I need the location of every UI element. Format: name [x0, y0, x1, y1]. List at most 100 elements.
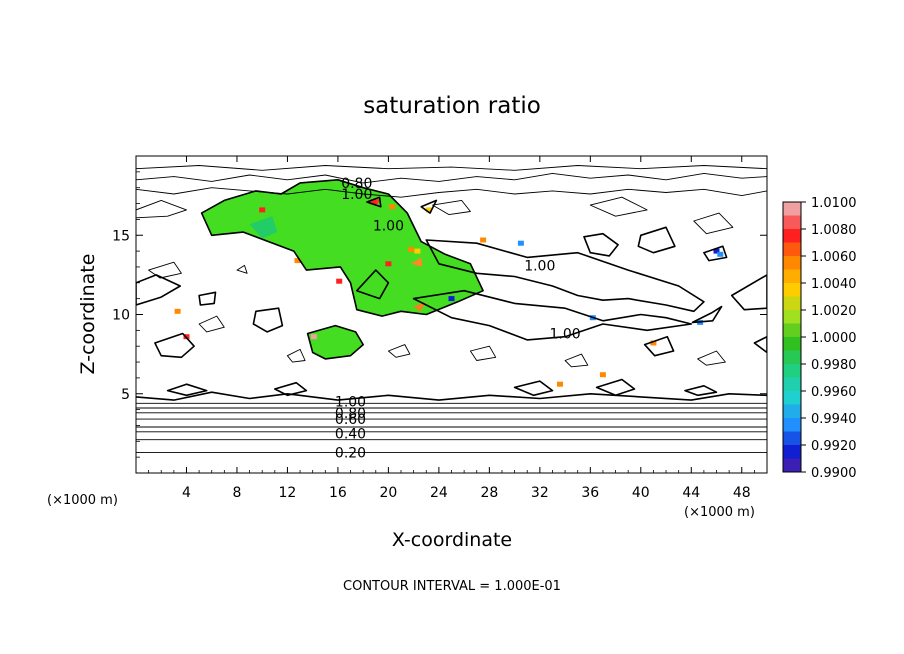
cell — [448, 296, 455, 302]
colorbar-swatch-blend — [783, 242, 801, 256]
fill-region — [307, 325, 364, 359]
fill-region — [411, 257, 423, 267]
cell — [385, 261, 392, 267]
fill-region — [201, 179, 484, 317]
colorbar-swatch-blend — [783, 350, 801, 364]
x-tick-label: 32 — [531, 485, 549, 501]
contour-line — [136, 165, 767, 171]
contour-line — [684, 385, 718, 397]
contour-line — [697, 350, 726, 366]
contour-line — [200, 179, 484, 317]
colorbar-swatches — [783, 202, 801, 472]
colorbar-frame — [782, 201, 802, 473]
cell — [310, 334, 317, 340]
x-unit-label: (×1000 m) — [47, 493, 118, 508]
contour-line — [306, 324, 364, 360]
contour-label: 1.00 — [335, 395, 366, 411]
colorbar-label: 0.9980 — [811, 358, 857, 373]
contour-label: 0.20 — [335, 445, 366, 461]
cell — [713, 248, 720, 254]
contour-line — [387, 344, 411, 358]
contour-line — [564, 353, 589, 368]
contour-line — [637, 226, 676, 254]
contour-label: 1.00 — [341, 187, 372, 203]
colorbar-swatch-blend — [783, 296, 801, 310]
colorbar-swatch-blend — [783, 269, 801, 283]
contour-line — [136, 187, 767, 198]
fill-layer — [201, 179, 484, 359]
colorbar-swatch-blend — [783, 323, 801, 337]
colorbar-label: 1.0100 — [811, 196, 857, 211]
cell — [517, 240, 524, 246]
x-tick-label: 40 — [632, 485, 650, 501]
colorbar-label: 1.0080 — [811, 223, 857, 238]
contour-line — [589, 196, 648, 217]
x-tick-label: 44 — [682, 485, 700, 501]
contour-label: 0.80 — [335, 406, 366, 422]
plot-area: 0.801.001.001.001.001.000.800.600.400.20 — [136, 165, 767, 462]
y-tick-label: 10 — [112, 308, 130, 324]
colorbar-label: 1.0060 — [811, 250, 857, 265]
x-tick-label: 24 — [430, 485, 448, 501]
colorbar-label: 0.9960 — [811, 385, 857, 400]
contour-line — [703, 245, 728, 262]
fill-region — [249, 216, 278, 239]
contour-line — [425, 239, 705, 313]
y-ticks: 5 10 15 — [112, 171, 767, 458]
contour-line — [432, 199, 471, 216]
contour-label: 0.80 — [341, 176, 372, 192]
contour-line — [286, 348, 306, 363]
chart-title: saturation ratio — [363, 93, 541, 119]
colorbar-swatch-blend — [783, 431, 801, 445]
colorbar-label: 1.0040 — [811, 277, 857, 292]
y-tick-label: 15 — [112, 228, 130, 244]
colorbar-label: 0.9920 — [811, 439, 857, 454]
colorbar-label: 0.9900 — [811, 466, 857, 481]
contour-line — [691, 305, 723, 324]
colorbar-labels: 1.0100 1.0080 1.0060 1.0040 1.0020 1.0000 0.99… — [801, 196, 857, 481]
contour-label: 1.00 — [550, 327, 581, 343]
colorbar-label: 0.9940 — [811, 412, 857, 427]
colorbar-label: 1.0000 — [811, 331, 857, 346]
contour-label: 1.00 — [524, 258, 555, 274]
contour-label: 0.60 — [335, 412, 366, 428]
x-tick-label: 4 — [182, 485, 191, 501]
cell — [389, 204, 396, 210]
cell — [599, 372, 606, 378]
cell — [717, 251, 724, 257]
contour-line — [198, 315, 225, 333]
cell — [370, 199, 377, 205]
cell — [174, 308, 181, 314]
x-unit-label-right: (×1000 m) — [684, 505, 755, 520]
contour-line — [643, 335, 675, 357]
contour-label: 1.00 — [373, 219, 404, 235]
y-axis-label: Z-coordinate — [77, 254, 99, 375]
colorbar-swatch-blend — [783, 215, 801, 229]
contour-line — [513, 380, 554, 397]
cell — [425, 207, 432, 213]
contour-line — [136, 199, 187, 219]
contour-line — [166, 383, 208, 397]
colorbar-label: 1.0020 — [811, 304, 857, 319]
contour-line — [420, 199, 438, 214]
contour-line — [198, 291, 217, 306]
y-tick-label: 5 — [121, 387, 130, 403]
contour-line — [356, 269, 390, 300]
x-tick-label: 36 — [581, 485, 599, 501]
contour-line — [595, 378, 636, 397]
contour-label: 0.40 — [335, 426, 366, 442]
contour-line — [136, 391, 767, 401]
contour-line — [693, 212, 734, 235]
cell — [557, 381, 563, 387]
contour-label-layer: 0.801.001.001.001.001.000.800.600.400.20 — [335, 176, 581, 462]
contour-line — [753, 335, 767, 354]
contour-line — [583, 232, 619, 257]
x-tick-label: 48 — [733, 485, 751, 501]
contour-line — [252, 307, 284, 333]
contour-line — [154, 332, 195, 359]
contour-line — [469, 345, 497, 361]
contour-line — [148, 261, 182, 279]
x-axis-label: X-coordinate — [392, 529, 512, 551]
colorbar-swatch-blend — [783, 377, 801, 391]
